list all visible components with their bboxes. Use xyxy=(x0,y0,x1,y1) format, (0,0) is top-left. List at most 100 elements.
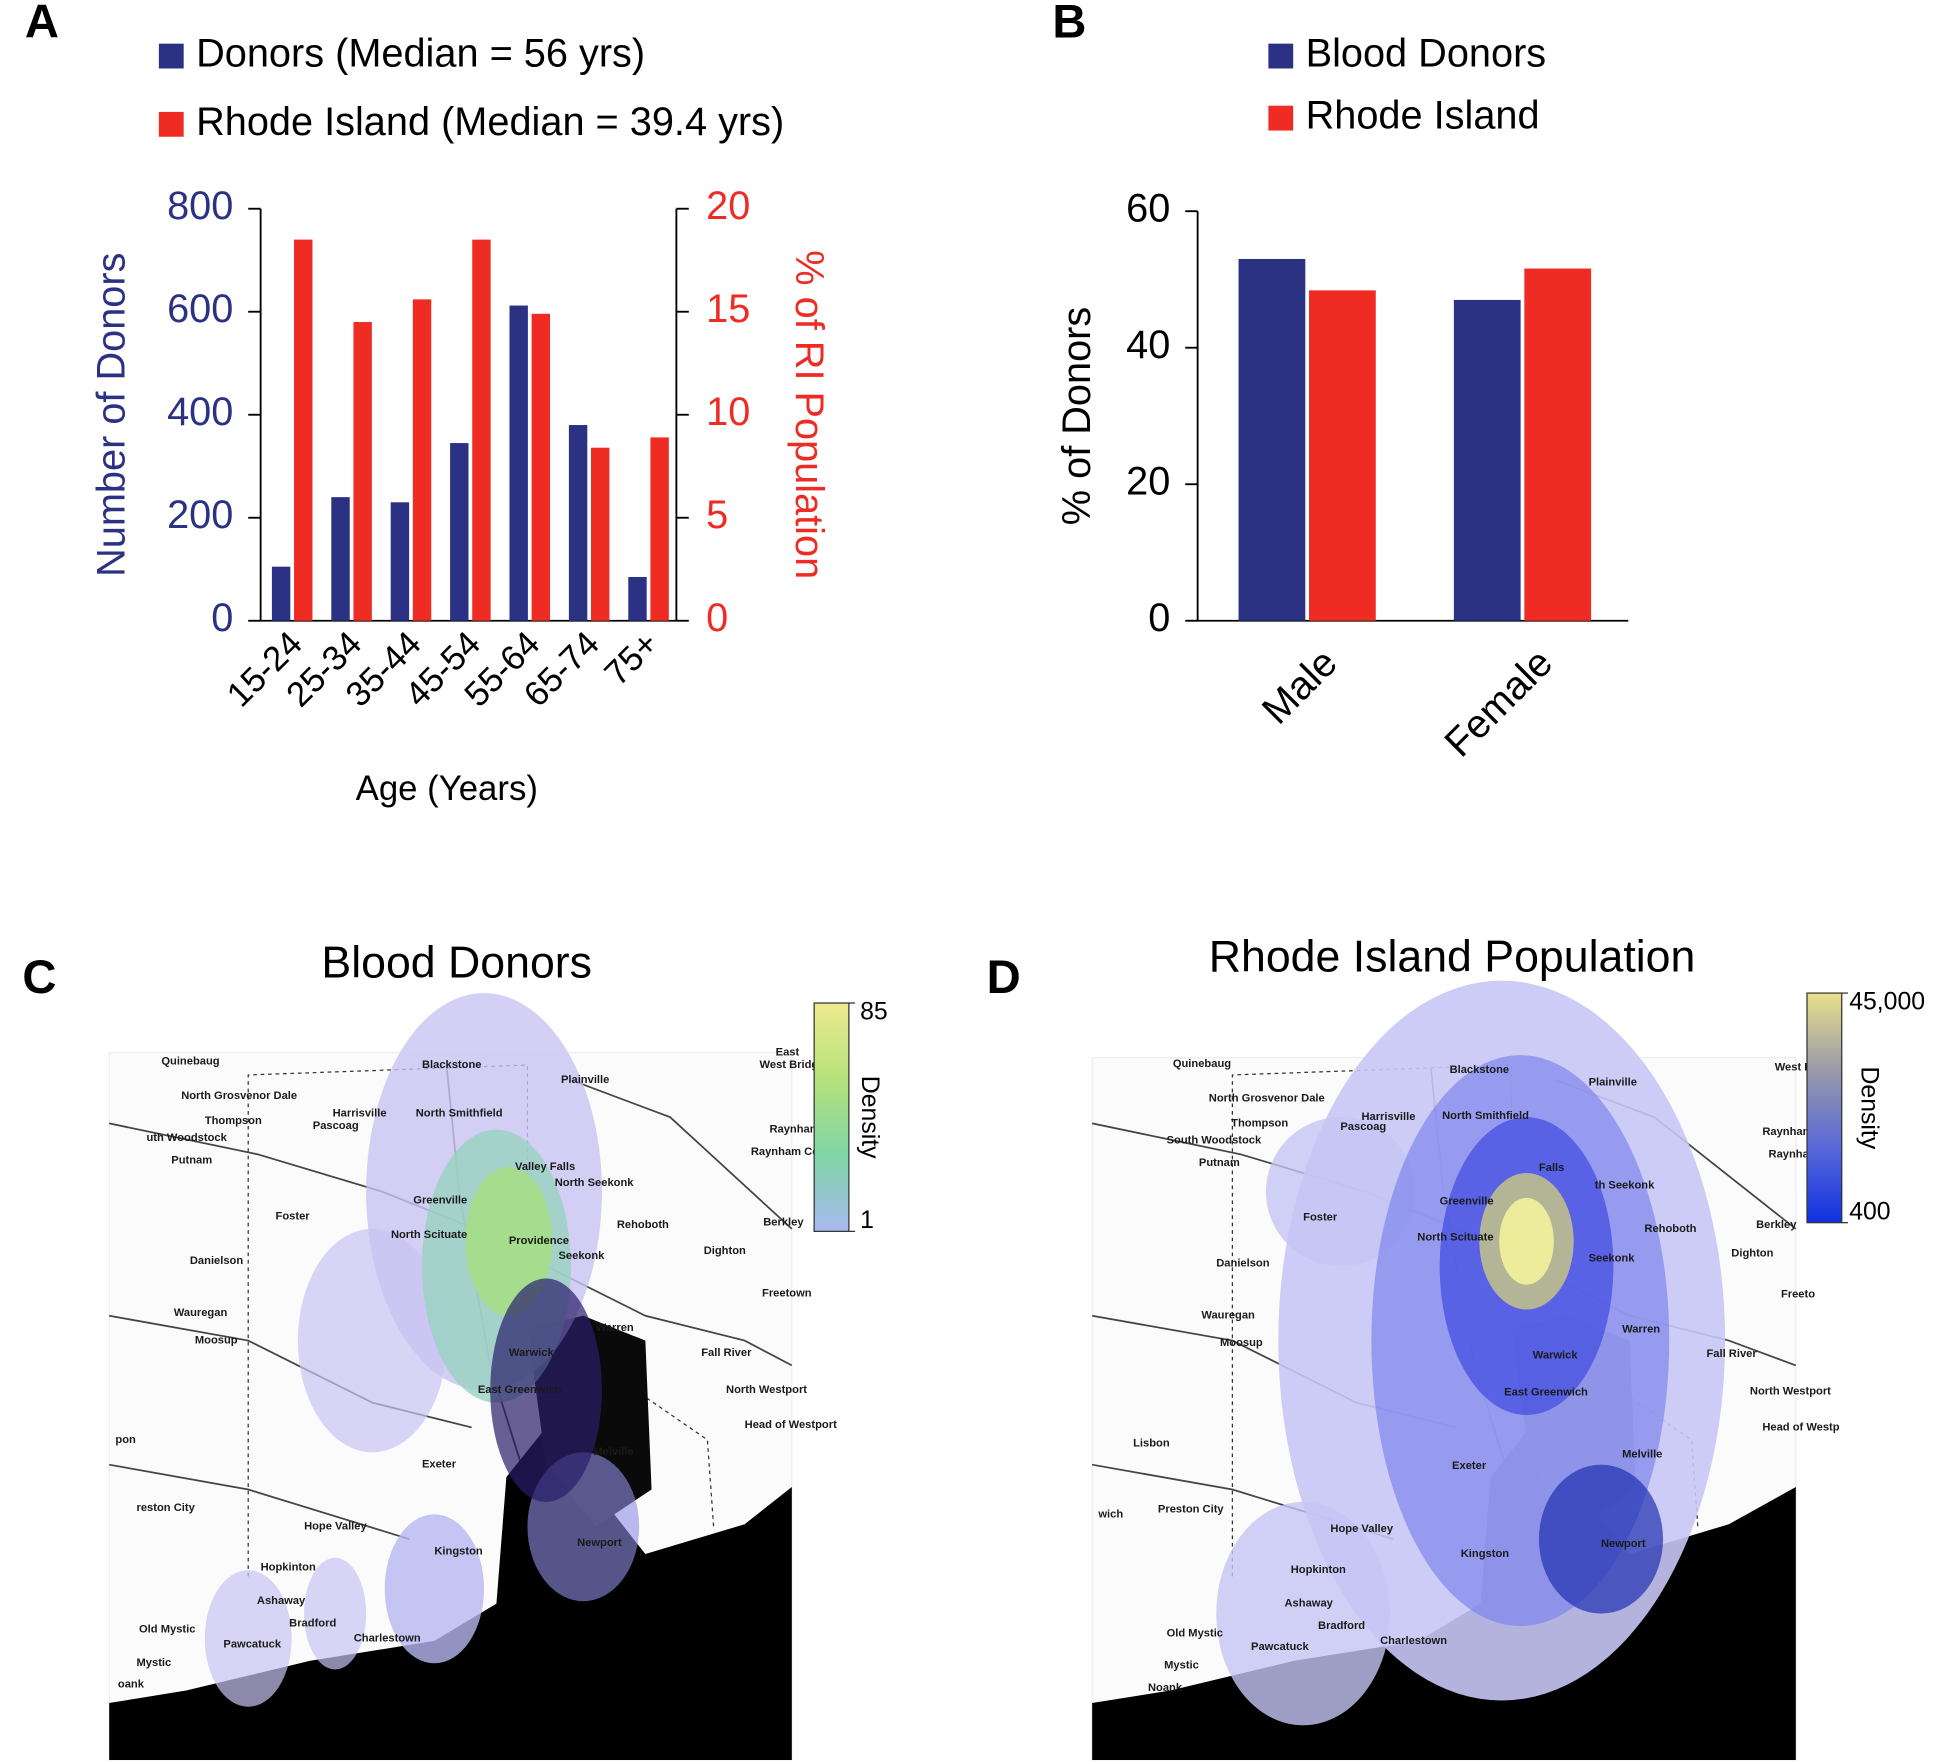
place-label: East Greenwich xyxy=(478,1384,562,1396)
place-label: Seekonk xyxy=(1589,1253,1636,1265)
density-contour xyxy=(1538,1464,1664,1614)
place-label: Providence xyxy=(509,1235,569,1247)
place-label: Berkley xyxy=(1756,1219,1797,1231)
place-label: Newport xyxy=(1601,1538,1646,1550)
place-label: Mystic xyxy=(1164,1660,1199,1672)
bar xyxy=(650,437,669,621)
density-contour xyxy=(465,1166,553,1316)
place-label: oank xyxy=(118,1678,145,1690)
place-label: North Grosvenor Dale xyxy=(1209,1093,1325,1105)
bar xyxy=(271,566,291,621)
state-border xyxy=(1231,1064,1699,1577)
bar xyxy=(1238,258,1306,621)
place-label: Quinebaug xyxy=(1173,1058,1231,1070)
place-label: uth Woodstock xyxy=(146,1132,227,1144)
place-label: Greenville xyxy=(1440,1196,1494,1208)
place-label: Warren xyxy=(1622,1323,1660,1335)
place-label: North Scituate xyxy=(391,1229,467,1241)
place-label: Pascoag xyxy=(313,1120,359,1132)
y2-tick-label: 10 xyxy=(706,390,750,434)
place-label: Foster xyxy=(276,1210,311,1222)
legend-swatch xyxy=(158,111,184,137)
place-label: Newport xyxy=(577,1537,622,1549)
y2-tick-label: 0 xyxy=(706,596,728,640)
place-label: Freeto xyxy=(1781,1289,1815,1301)
place-label: Freetown xyxy=(762,1287,812,1299)
y-tick-label: 200 xyxy=(167,493,233,537)
place-label: Ashaway xyxy=(1285,1598,1334,1610)
place-label: Head of Westport xyxy=(745,1419,837,1431)
place-label: Melville xyxy=(1622,1449,1662,1461)
place-label: Foster xyxy=(1303,1212,1338,1224)
colorbar-tick-label: 85 xyxy=(860,998,888,1025)
map-title: Rhode Island Population xyxy=(1209,932,1696,981)
place-label: Thompson xyxy=(1231,1117,1288,1129)
colorbar xyxy=(813,1002,850,1232)
place-label: Exeter xyxy=(1452,1460,1487,1472)
place-label: North Scituate xyxy=(1417,1232,1493,1244)
place-label: East Greenwich xyxy=(1504,1387,1588,1399)
place-label: Putnam xyxy=(1199,1157,1240,1169)
place-label: Berkley xyxy=(763,1217,804,1229)
place-label: Bradford xyxy=(289,1617,336,1629)
place-label: Hope Valley xyxy=(1330,1523,1393,1535)
place-label: Valley Falls xyxy=(515,1161,575,1173)
bar xyxy=(1309,290,1376,621)
place-label: Fall River xyxy=(701,1347,752,1359)
place-label: Charlestown xyxy=(354,1632,421,1644)
place-label: Thompson xyxy=(205,1115,262,1127)
place-label: Hopkinton xyxy=(261,1562,316,1574)
panel-label: B xyxy=(1052,0,1086,47)
place-label: Old Mystic xyxy=(139,1624,195,1636)
place-label: Warren xyxy=(596,1322,634,1334)
place-label: Charlestown xyxy=(1380,1635,1447,1647)
state-border xyxy=(247,1064,715,1577)
map-road xyxy=(109,1463,410,1540)
map-road xyxy=(570,1079,793,1230)
place-label: Moosup xyxy=(1220,1337,1263,1349)
y-tick-label: 600 xyxy=(167,287,233,331)
place-label: South Woodstock xyxy=(1167,1135,1262,1147)
panel-label: D xyxy=(987,950,1021,1003)
place-label: Melville xyxy=(593,1446,633,1458)
colorbar-tick-label: 1 xyxy=(860,1207,874,1234)
panel-label: C xyxy=(22,950,56,1003)
bar xyxy=(472,239,491,621)
place-label: Falls xyxy=(1539,1162,1564,1174)
density-contour xyxy=(1499,1197,1554,1285)
place-label: Old Mystic xyxy=(1167,1627,1223,1639)
place-label: Warwick xyxy=(1533,1349,1579,1361)
place-label: Seekonk xyxy=(558,1250,605,1262)
place-label: Hope Valley xyxy=(304,1521,367,1533)
y-tick-label: 40 xyxy=(1126,323,1170,367)
legend-label: Rhode Island (Median = 39.4 yrs) xyxy=(196,100,784,144)
colorbar-label: Density xyxy=(856,1076,883,1159)
place-label: Ashaway xyxy=(257,1595,306,1607)
bar xyxy=(591,447,610,621)
place-label: Dighton xyxy=(704,1245,746,1257)
place-label: Pawcatuck xyxy=(223,1639,281,1651)
place-label: Bradford xyxy=(1318,1620,1365,1632)
place-label: Lisbon xyxy=(1133,1438,1170,1450)
density-contour xyxy=(1216,1501,1390,1726)
density-contour xyxy=(1265,1117,1415,1267)
y-tick-label: 20 xyxy=(1126,460,1170,504)
place-label: Wauregan xyxy=(1201,1310,1255,1322)
y2-tick-label: 5 xyxy=(706,493,728,537)
place-label: Greenville xyxy=(413,1194,467,1206)
place-label: Kingston xyxy=(1461,1548,1510,1560)
colorbar xyxy=(1806,992,1843,1224)
place-label: Noank xyxy=(1148,1682,1183,1694)
place-label: Harrisville xyxy=(333,1107,387,1119)
place-label: Blackstone xyxy=(422,1059,482,1071)
bar xyxy=(412,299,432,621)
legend-label: Donors (Median = 56 yrs) xyxy=(196,32,645,76)
place-label: Head of Westp xyxy=(1762,1421,1839,1433)
place-label: West Bridg xyxy=(760,1059,819,1071)
place-label: Blackstone xyxy=(1450,1064,1510,1076)
place-label: pon xyxy=(115,1434,136,1446)
place-label: Wauregan xyxy=(174,1307,228,1319)
place-label: East xyxy=(776,1047,800,1059)
